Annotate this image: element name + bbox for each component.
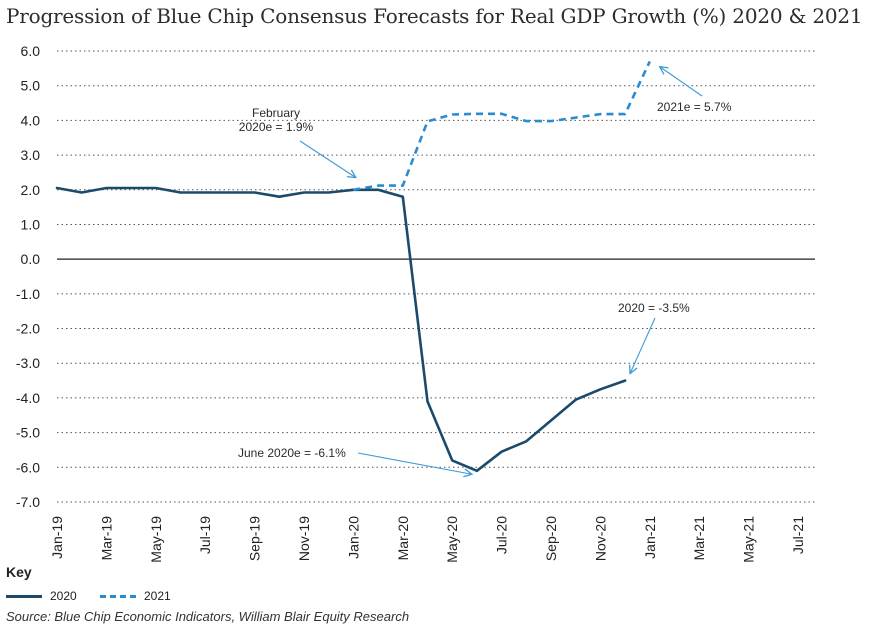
legend-label-2021: 2021 xyxy=(144,589,171,603)
x-tick-label: May-21 xyxy=(741,516,757,563)
legend-label-2020: 2020 xyxy=(50,589,77,603)
x-tick-label: Mar-21 xyxy=(691,516,707,561)
y-tick-label: -1.0 xyxy=(16,286,40,302)
annotation-label: 2021e = 5.7% xyxy=(657,100,732,114)
legend-item-2021: 2021 xyxy=(100,588,171,604)
legend-swatch-2020 xyxy=(6,594,42,598)
annotation-label: February 2020e = 1.9% xyxy=(239,106,314,134)
legend-title: Key xyxy=(6,564,32,580)
y-tick-label: -5.0 xyxy=(16,425,40,441)
y-tick-label: -2.0 xyxy=(16,321,40,337)
annotation-arrow xyxy=(299,140,356,178)
annotation-arrow xyxy=(630,317,656,374)
x-tick-label: Jan-21 xyxy=(642,516,658,559)
y-tick-label: 4.0 xyxy=(21,112,41,128)
x-tick-label: Jul-21 xyxy=(790,516,806,554)
x-tick-label: Nov-20 xyxy=(592,516,608,561)
x-tick-label: May-19 xyxy=(148,516,164,563)
source-note: Source: Blue Chip Economic Indicators, W… xyxy=(6,609,410,624)
x-tick-label: Sep-20 xyxy=(543,516,559,561)
annotation-arrow xyxy=(660,67,703,97)
y-tick-label: 0.0 xyxy=(21,251,41,267)
y-tick-label: 6.0 xyxy=(21,43,41,59)
x-tick-label: Nov-19 xyxy=(296,516,312,561)
y-tick-label: 5.0 xyxy=(21,78,41,94)
x-tick-label: Sep-19 xyxy=(247,516,263,561)
series-line-2021 xyxy=(353,60,651,192)
x-tick-label: May-20 xyxy=(444,516,460,563)
x-tick-label: Jan-20 xyxy=(345,516,361,559)
annotation-arrow xyxy=(357,452,472,474)
chart-title: Progression of Blue Chip Consensus Forec… xyxy=(6,4,863,28)
legend-swatch-2021 xyxy=(100,594,136,598)
x-tick-label: Mar-20 xyxy=(395,516,411,561)
y-tick-label: -6.0 xyxy=(16,459,40,475)
x-tick-label: Mar-19 xyxy=(98,516,114,561)
y-tick-label: -4.0 xyxy=(16,390,40,406)
x-tick-label: Jan-19 xyxy=(49,516,65,559)
x-tick-label: Jul-20 xyxy=(494,516,510,554)
x-tick-label: Jul-19 xyxy=(197,516,213,554)
y-tick-label: 2.0 xyxy=(21,182,41,198)
annotation-label: June 2020e = -6.1% xyxy=(238,446,346,460)
y-tick-label: 1.0 xyxy=(21,216,41,232)
y-tick-label: 3.0 xyxy=(21,147,41,163)
y-tick-label: -3.0 xyxy=(16,355,40,371)
legend-item-2020: 2020 xyxy=(6,588,77,604)
annotation-label: 2020 = -3.5% xyxy=(618,301,690,315)
y-tick-label: -7.0 xyxy=(16,494,40,510)
series-line-2020 xyxy=(55,186,627,473)
